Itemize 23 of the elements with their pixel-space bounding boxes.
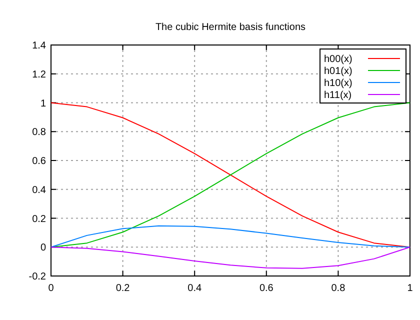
line-series <box>50 225 410 248</box>
legend-label: h10(x) <box>324 78 352 89</box>
legend-label: h01(x) <box>324 66 352 77</box>
y-tick-label: 0.6 <box>32 156 46 167</box>
y-tick-label: 1.2 <box>32 69 46 80</box>
y-tick-label: 0.8 <box>32 127 46 138</box>
y-tick-label: 0.4 <box>32 184 46 196</box>
x-tick-label: 0.2 <box>116 283 130 294</box>
y-tick-label: -0.2 <box>28 272 46 282</box>
chart-title: The cubic Hermite basis functions <box>155 22 306 33</box>
line-series <box>50 246 410 269</box>
y-tick-label: 0.2 <box>32 214 46 225</box>
x-tick-label: 0 <box>48 283 54 294</box>
legend-label: h11(x) <box>324 90 352 101</box>
y-tick-label: 0 <box>40 242 46 254</box>
y-tick-label: 1.4 <box>32 40 46 52</box>
x-tick-label: 0.4 <box>188 283 202 294</box>
x-tick-label: 1 <box>407 283 414 294</box>
x-tick-label: 0.8 <box>331 283 346 294</box>
y-tick-label: 1 <box>40 98 46 110</box>
x-tick-label: 0.6 <box>259 283 274 294</box>
line-series <box>50 102 410 248</box>
legend-label: h00(x) <box>324 54 352 65</box>
